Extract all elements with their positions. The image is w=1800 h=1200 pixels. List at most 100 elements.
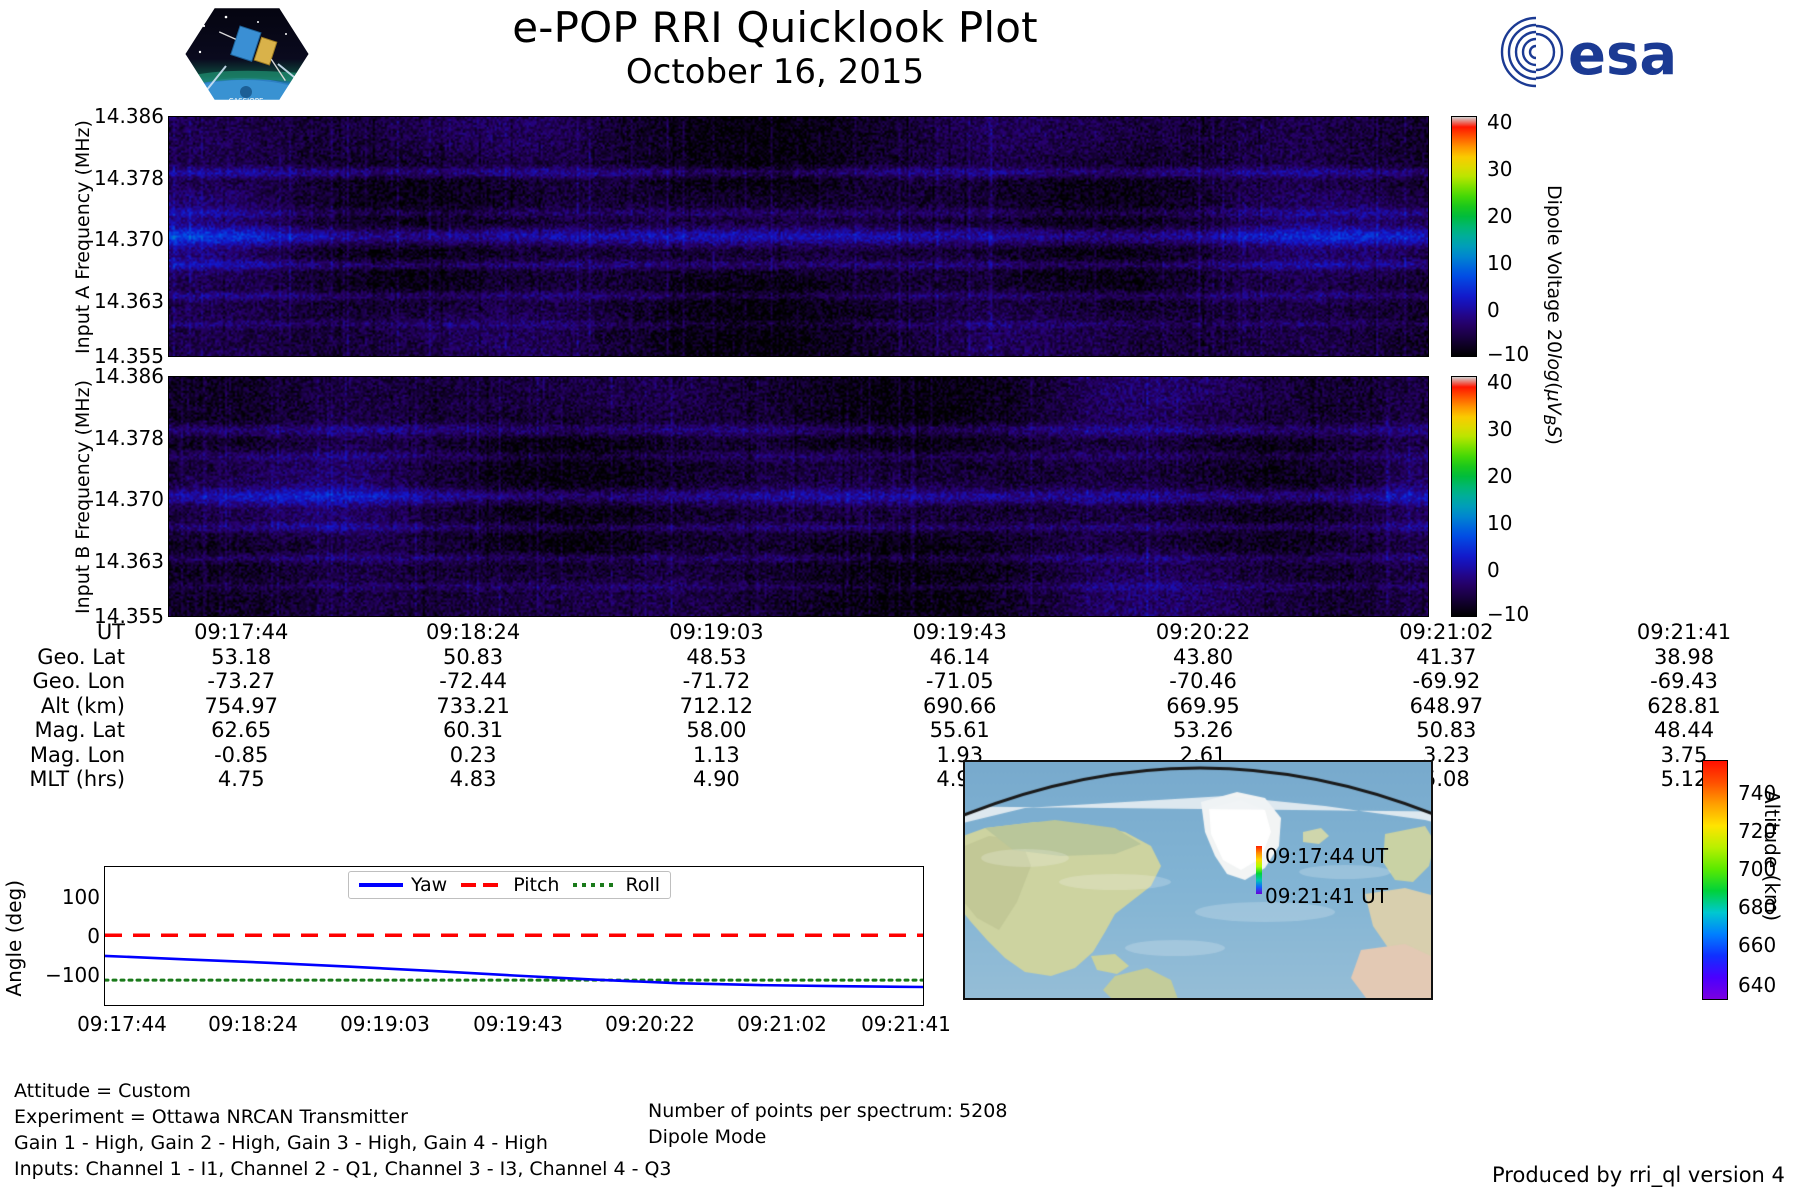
eph-row-label: Mag. Lon	[29, 742, 126, 767]
cbar-tick: 40	[1487, 370, 1513, 394]
eph-row-label: Geo. Lon	[32, 669, 126, 693]
alt-tick: 720	[1738, 819, 1777, 843]
input-b-panel: Input B Frequency (MHz) 14.386 14.378 14…	[0, 364, 1800, 628]
eph-cell: 09:20:22	[1155, 620, 1251, 644]
cbar-tick: 30	[1487, 157, 1513, 181]
pitch-line-swatch	[461, 883, 506, 887]
legend-label: Pitch	[513, 874, 560, 896]
eph-cell: -70.46	[1169, 669, 1237, 693]
eph-cell: -71.72	[682, 669, 751, 693]
eph-cell: 50.83	[443, 644, 504, 669]
altitude-colorbar-title: Altitude (km)	[1760, 790, 1784, 922]
attitude-xtick-labels: 09:17:44 09:18:24 09:19:03 09:19:43 09:2…	[0, 1012, 951, 1042]
attitude-legend[interactable]: Yaw Pitch Roll	[348, 871, 671, 899]
table-row: Mag. Lon -0.85 0.23 1.13 1.93 2.61 3.23 3.75	[0, 743, 1800, 768]
eph-cell: 09:17:44	[194, 620, 289, 644]
cbar-tick: −10	[1487, 602, 1530, 626]
alt-tick: 660	[1738, 933, 1777, 957]
input-a-axes[interactable]	[168, 116, 1429, 357]
eph-cell: 4.90	[693, 767, 740, 791]
input-a-colorbar[interactable]	[1451, 116, 1477, 357]
cbar-tick: 10	[1487, 511, 1513, 535]
eph-cell: -72.44	[439, 669, 507, 693]
yaw-line-swatch	[359, 883, 403, 887]
eph-cell: 628.81	[1647, 693, 1721, 718]
ytick: 14.370	[94, 227, 164, 251]
eph-cell: 712.12	[679, 693, 754, 718]
attitude-plot-panel: Angle (deg) 100 0 −100 Yaw Pitch Roll 09…	[0, 866, 951, 1050]
eph-cell: 09:19:43	[912, 620, 1007, 644]
attitude-ytick-labels: 100 0 −100	[18, 866, 100, 1006]
title-block: e-POP RRI Quicklook Plot October 16, 201…	[450, 4, 1100, 93]
eph-cell: 48.44	[1653, 718, 1715, 742]
eph-cell: 3.75	[1660, 742, 1708, 767]
eph-cell: 53.18	[211, 644, 272, 669]
ephemeris-table: UT 09:17:44 09:18:24 09:19:03 09:19:43 09:20:…	[0, 620, 1800, 792]
produced-by-text: Produced by rri_ql version 4	[1492, 1163, 1785, 1187]
altitude-colorbar[interactable]	[1702, 760, 1728, 1000]
input-b-ytick-labels: 14.386 14.378 14.370 14.363 14.355	[94, 364, 164, 628]
cbar-tick: 10	[1487, 251, 1513, 275]
eph-cell: 4.83	[449, 767, 497, 791]
legend-label: Roll	[625, 874, 660, 896]
cbar-tick: 20	[1487, 464, 1513, 488]
ytick: 14.363	[94, 288, 164, 313]
table-row: Alt (km) 754.97 733.21 712.12 690.66 669.95 64…	[0, 694, 1800, 719]
eph-cell: 648.97	[1409, 693, 1484, 718]
input-b-ylabel: Input B Frequency (MHz)	[72, 380, 94, 615]
ephemeris-table-inner: UT 09:17:44 09:18:24 09:19:03 09:19:43 09:20:…	[0, 620, 1800, 792]
attitude-lines	[103, 933, 925, 989]
input-b-colorbar[interactable]	[1451, 376, 1477, 617]
eph-cell: 1.13	[693, 742, 740, 767]
eph-cell: 5.12	[1660, 767, 1708, 791]
eph-cell: 754.97	[204, 693, 278, 718]
eph-cell: -69.43	[1650, 669, 1718, 693]
ytick: 14.378	[94, 425, 164, 450]
eph-cell: 62.65	[211, 718, 272, 742]
eph-cell: 58.00	[686, 718, 747, 742]
input-a-ytick-labels: 14.386 14.378 14.370 14.363 14.355	[94, 104, 164, 368]
attitude-text: Attitude = Custom	[14, 1080, 191, 1102]
att-xtick: 09:21:02	[737, 1012, 827, 1036]
legend-item-pitch: Pitch	[461, 874, 559, 896]
input-b-axes[interactable]	[168, 376, 1429, 617]
eph-cell: 50.83	[1416, 718, 1477, 742]
ground-track-map[interactable]: 09:17:44 UT 09:21:41 UT	[963, 760, 1433, 1000]
eph-cell: 09:18:24	[425, 620, 521, 644]
dipole-voltage-colorbar-title: Dipole Voltage 20log(μVBS)	[1540, 185, 1565, 445]
page-header: CASSIOPE e-POP RRI Quicklook Plot Octobe…	[0, 0, 1800, 110]
ytick: 14.355	[94, 344, 164, 368]
att-xtick: 09:19:43	[473, 1012, 563, 1036]
alt-tick: 740	[1738, 781, 1777, 805]
cbar-tick: 20	[1487, 204, 1513, 228]
att-xtick: 09:18:24	[208, 1012, 298, 1036]
alt-tick: 640	[1738, 973, 1777, 997]
input-a-panel: Input A Frequency (MHz) 14.386 14.378 14…	[0, 104, 1800, 368]
eph-cell: 669.95	[1166, 693, 1240, 718]
eph-cell: 53.26	[1172, 718, 1234, 742]
eph-cell: -69.92	[1412, 669, 1481, 693]
eph-cell: 733.21	[436, 693, 510, 718]
eph-row-label: Mag. Lat	[34, 718, 126, 742]
alt-tick: 680	[1738, 895, 1777, 919]
eph-cell: 41.37	[1416, 644, 1477, 669]
cbar-title-text: Dipole Voltage 20	[1542, 185, 1565, 354]
page-subtitle: October 16, 2015	[625, 52, 925, 92]
att-xtick: 09:19:03	[340, 1012, 430, 1036]
map-image	[965, 762, 1431, 998]
ytick: 14.378	[94, 165, 164, 190]
footer-left-block: Attitude = Custom Experiment = Ottawa NR…	[14, 1078, 672, 1182]
eph-cell: 09:21:41	[1636, 620, 1732, 644]
ytick: 14.370	[94, 487, 164, 511]
cbar-tick: 30	[1487, 417, 1513, 441]
ytick: 14.386	[94, 364, 164, 388]
experiment-text: Experiment = Ottawa NRCAN Transmitter	[14, 1106, 408, 1128]
alt-tick: 700	[1738, 857, 1777, 881]
eph-row-label: UT	[96, 620, 126, 644]
eph-cell: -71.05	[925, 669, 994, 693]
eph-cell: 690.66	[922, 693, 997, 718]
eph-row-label: Geo. Lat	[37, 644, 126, 669]
cassiope-logo-text: CASSIOPE	[229, 97, 264, 104]
footer-mid-block: Number of points per spectrum: 5208 Dipo…	[648, 1098, 1007, 1150]
dipole-mode-text: Dipole Mode	[648, 1126, 767, 1148]
